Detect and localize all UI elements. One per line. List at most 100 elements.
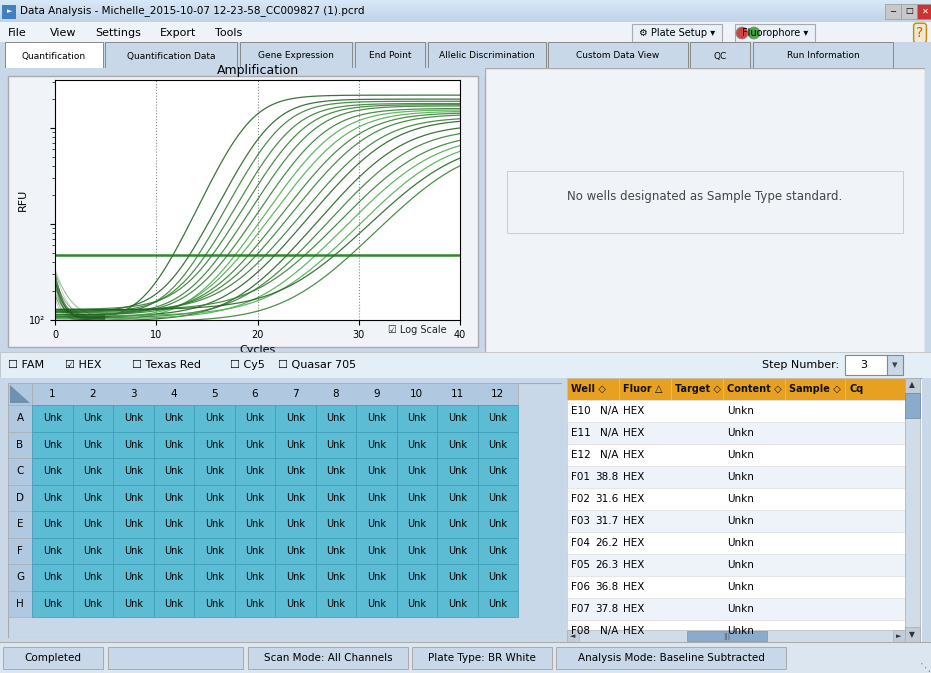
Text: Unk: Unk bbox=[448, 599, 466, 609]
Text: Unk: Unk bbox=[286, 439, 304, 450]
Bar bbox=[437, 590, 478, 617]
Bar bbox=[893, 630, 905, 642]
Text: Unk: Unk bbox=[488, 546, 507, 556]
Text: Allelic Discrimination: Allelic Discrimination bbox=[439, 52, 535, 61]
Text: Unk: Unk bbox=[43, 520, 61, 529]
Bar bbox=[8, 590, 32, 617]
Text: B: B bbox=[17, 439, 23, 450]
Text: Unk: Unk bbox=[488, 599, 507, 609]
Bar bbox=[3, 647, 103, 669]
Bar bbox=[356, 590, 397, 617]
Bar bbox=[887, 355, 903, 375]
Text: Fluorophore ▾: Fluorophore ▾ bbox=[742, 28, 808, 38]
Text: Unk: Unk bbox=[367, 520, 385, 529]
Text: E10: E10 bbox=[571, 406, 590, 416]
Bar bbox=[194, 538, 235, 564]
Text: 2: 2 bbox=[89, 389, 96, 399]
Text: G: G bbox=[16, 572, 24, 582]
Text: Unk: Unk bbox=[205, 466, 223, 476]
Bar bbox=[0, 20, 931, 21]
Text: ►: ► bbox=[7, 8, 13, 14]
Text: Unk: Unk bbox=[367, 572, 385, 582]
Bar bbox=[437, 511, 478, 538]
Bar bbox=[485, 76, 923, 347]
X-axis label: Cycles: Cycles bbox=[239, 345, 276, 355]
Bar bbox=[194, 511, 235, 538]
Text: 31.7: 31.7 bbox=[595, 516, 618, 526]
Text: ▲: ▲ bbox=[909, 380, 915, 390]
Text: Completed: Completed bbox=[24, 653, 82, 663]
Bar bbox=[105, 42, 237, 68]
Text: F01: F01 bbox=[571, 472, 590, 482]
Bar bbox=[885, 4, 901, 19]
Text: Unkn: Unkn bbox=[727, 582, 754, 592]
Bar bbox=[397, 458, 437, 485]
Text: Unk: Unk bbox=[124, 599, 142, 609]
Bar bbox=[194, 431, 235, 458]
Bar bbox=[478, 564, 518, 590]
Bar bbox=[437, 538, 478, 564]
Bar bbox=[548, 42, 688, 68]
Text: 26.3: 26.3 bbox=[595, 560, 618, 570]
Text: File: File bbox=[8, 28, 27, 38]
Bar bbox=[8, 511, 32, 538]
Bar bbox=[275, 458, 316, 485]
Text: Unk: Unk bbox=[286, 546, 304, 556]
Text: Unk: Unk bbox=[164, 599, 183, 609]
Text: Unk: Unk bbox=[205, 493, 223, 503]
Bar bbox=[275, 564, 316, 590]
Bar bbox=[32, 458, 73, 485]
Bar bbox=[0, 0, 931, 1]
Text: Unk: Unk bbox=[286, 493, 304, 503]
Text: 9: 9 bbox=[373, 389, 380, 399]
Text: E: E bbox=[17, 520, 23, 529]
Bar bbox=[905, 378, 920, 642]
Text: Unk: Unk bbox=[326, 413, 345, 423]
Text: ?: ? bbox=[916, 26, 924, 40]
Text: Unk: Unk bbox=[407, 493, 426, 503]
Bar bbox=[154, 485, 194, 511]
Text: ►: ► bbox=[897, 633, 902, 639]
Bar bbox=[556, 647, 786, 669]
Bar bbox=[478, 485, 518, 511]
Text: Unk: Unk bbox=[286, 599, 304, 609]
Bar bbox=[8, 431, 32, 458]
Text: Unk: Unk bbox=[164, 413, 183, 423]
Text: 37.8: 37.8 bbox=[595, 604, 618, 614]
Text: Unkn: Unkn bbox=[727, 604, 754, 614]
Text: 26.2: 26.2 bbox=[595, 538, 618, 548]
Text: HEX: HEX bbox=[623, 604, 644, 614]
Bar bbox=[567, 444, 907, 466]
Bar bbox=[316, 511, 356, 538]
Text: Unk: Unk bbox=[205, 546, 223, 556]
Text: Unk: Unk bbox=[326, 439, 345, 450]
Text: Unk: Unk bbox=[245, 413, 264, 423]
Bar bbox=[397, 590, 437, 617]
Text: ☐ FAM: ☐ FAM bbox=[8, 360, 44, 370]
Text: ◄: ◄ bbox=[571, 633, 575, 639]
Bar bbox=[240, 42, 352, 68]
Bar bbox=[0, 11, 931, 12]
Text: Unk: Unk bbox=[43, 439, 61, 450]
Bar bbox=[478, 405, 518, 431]
Text: N/A: N/A bbox=[600, 626, 618, 636]
Bar bbox=[0, 21, 931, 22]
Text: HEX: HEX bbox=[623, 450, 644, 460]
Text: Unkn: Unkn bbox=[727, 450, 754, 460]
Text: F05: F05 bbox=[571, 560, 590, 570]
Text: QC: QC bbox=[713, 52, 726, 61]
Text: Data Analysis - Michelle_2015-10-07 12-23-58_CC009827 (1).pcrd: Data Analysis - Michelle_2015-10-07 12-2… bbox=[20, 5, 365, 16]
Bar bbox=[235, 538, 275, 564]
Bar bbox=[397, 538, 437, 564]
Bar bbox=[73, 485, 113, 511]
Text: Unk: Unk bbox=[367, 466, 385, 476]
Text: A: A bbox=[17, 413, 23, 423]
Text: Tools: Tools bbox=[215, 28, 242, 38]
Bar bbox=[905, 378, 920, 393]
Text: Unkn: Unkn bbox=[727, 472, 754, 482]
Text: Unk: Unk bbox=[448, 520, 466, 529]
Bar bbox=[113, 564, 154, 590]
Text: Unk: Unk bbox=[448, 493, 466, 503]
Text: HEX: HEX bbox=[623, 516, 644, 526]
Bar bbox=[0, 13, 931, 14]
